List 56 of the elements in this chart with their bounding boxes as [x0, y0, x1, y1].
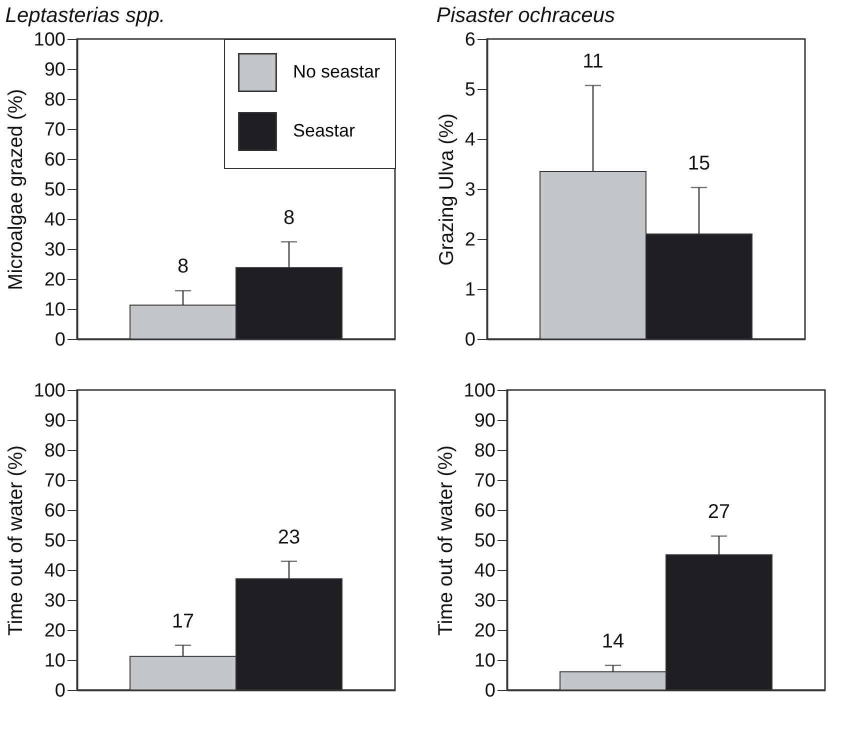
- y-tick-label: 5: [464, 80, 476, 100]
- y-tick-label: 50: [44, 180, 66, 200]
- y-tick-label: 20: [44, 270, 66, 290]
- annotation: 8: [283, 206, 295, 229]
- chart-title: Pisaster ochraceus: [436, 4, 616, 27]
- legend-label: No seastar: [293, 62, 380, 82]
- annotation: 11: [582, 50, 604, 72]
- chart-title: Leptasterias spp.: [5, 4, 166, 27]
- y-tick-label: 60: [44, 150, 66, 170]
- y-tick-label: 30: [44, 240, 66, 260]
- y-tick-label: 40: [44, 560, 66, 582]
- y-tick-label: 0: [54, 330, 66, 350]
- y-tick-label: 100: [34, 30, 66, 50]
- y-axis-title: Time out of water (%): [4, 445, 27, 636]
- y-tick-label: 6: [464, 30, 476, 50]
- y-tick-label: 30: [44, 590, 66, 612]
- annotation: 14: [602, 630, 624, 652]
- y-tick-label: 50: [474, 530, 496, 552]
- y-tick-label: 10: [44, 300, 66, 320]
- legend-label: Seastar: [293, 120, 356, 140]
- y-tick-label: 0: [54, 680, 66, 702]
- y-tick-label: 70: [474, 470, 496, 492]
- y-tick-label: 90: [44, 60, 66, 80]
- annotation: 27: [708, 501, 730, 524]
- y-tick-label: 80: [474, 440, 496, 462]
- annotation: 23: [278, 526, 300, 548]
- y-tick-label: 80: [44, 440, 66, 462]
- y-tick-label: 90: [44, 410, 66, 432]
- y-tick-label: 10: [474, 650, 496, 672]
- y-tick-label: 100: [34, 380, 66, 402]
- y-tick-label: 70: [44, 470, 66, 492]
- annotation: 15: [688, 152, 710, 174]
- y-tick-label: 40: [474, 560, 496, 582]
- y-tick-label: 1: [464, 280, 476, 300]
- y-tick-label: 4: [464, 130, 476, 150]
- y-axis-title: Microalgae grazed (%): [4, 88, 27, 290]
- annotation: 8: [177, 256, 189, 278]
- y-tick-label: 20: [44, 620, 66, 642]
- annotation: 17: [172, 610, 194, 632]
- y-axis-title: Time out of water (%): [434, 445, 457, 636]
- y-tick-label: 60: [474, 500, 496, 522]
- y-tick-label: 10: [44, 650, 66, 672]
- y-tick-label: 80: [44, 90, 66, 110]
- y-tick-label: 70: [44, 120, 66, 140]
- y-tick-label: 90: [474, 410, 496, 432]
- y-axis-title: Grazing Ulva (%): [436, 113, 458, 266]
- y-tick-label: 100: [464, 380, 496, 402]
- y-tick-label: 60: [44, 500, 66, 522]
- y-tick-label: 30: [474, 590, 496, 612]
- y-tick-label: 0: [484, 680, 496, 702]
- y-tick-label: 40: [44, 210, 66, 230]
- y-tick-label: 3: [464, 180, 476, 200]
- y-tick-label: 20: [474, 620, 496, 642]
- y-tick-label: 50: [44, 530, 66, 552]
- y-tick-label: 0: [464, 330, 476, 350]
- y-tick-label: 2: [464, 230, 476, 250]
